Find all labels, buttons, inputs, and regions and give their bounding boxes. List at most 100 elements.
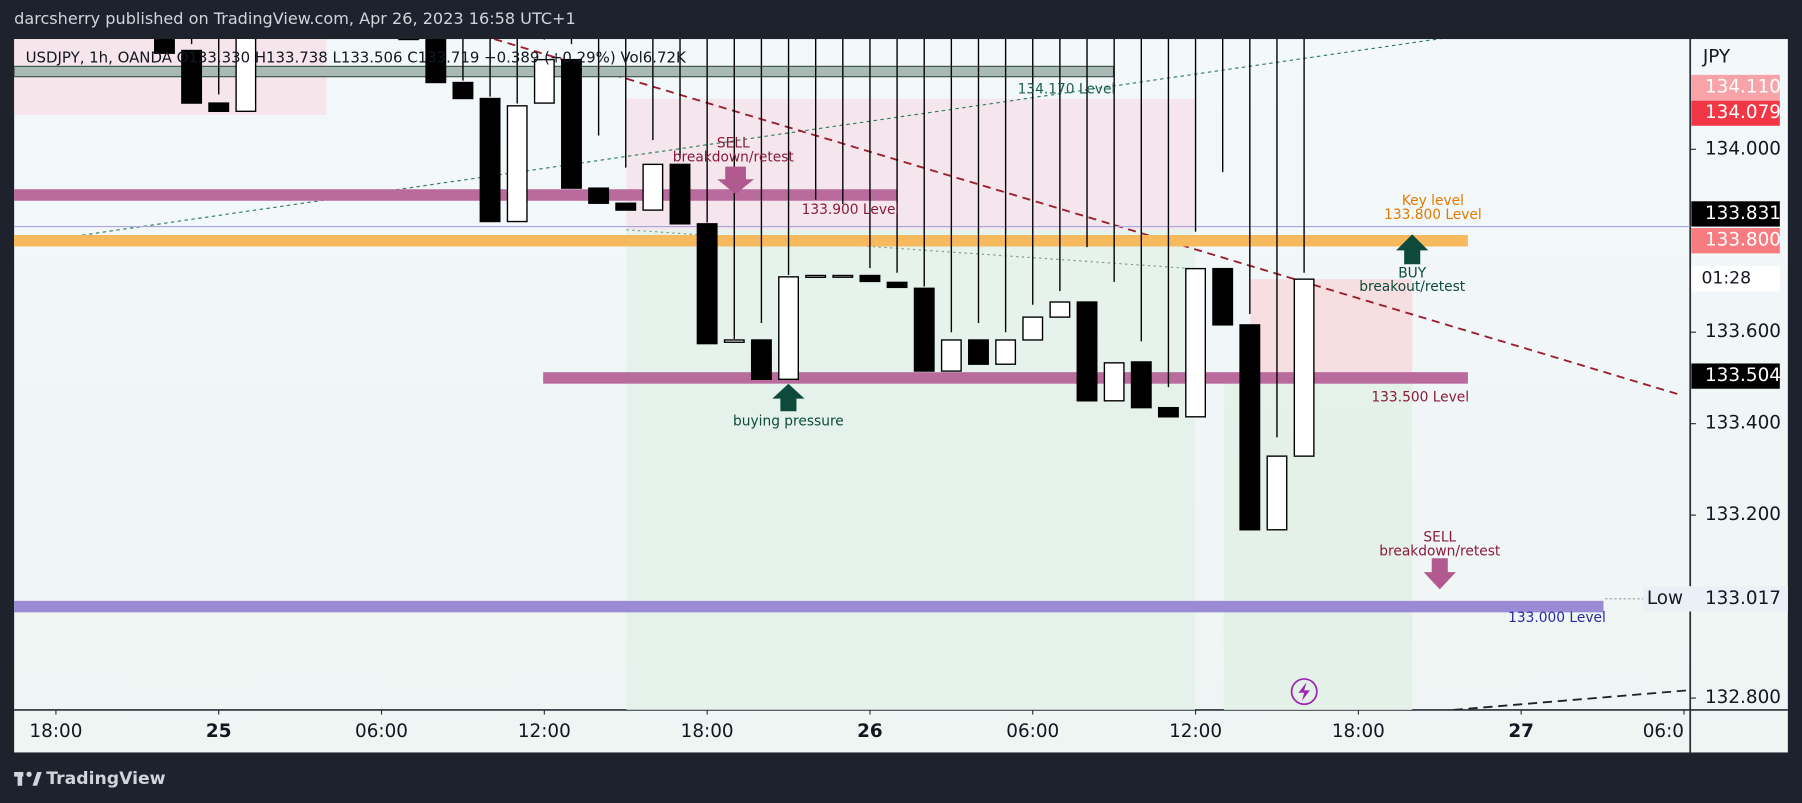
event-icon[interactable] [1290, 678, 1318, 706]
candle-body [832, 274, 854, 278]
arrow-down [717, 166, 754, 195]
x-tick-label: 18:00 [681, 721, 734, 742]
level-note: Key level [1402, 193, 1464, 209]
candle-body [968, 339, 989, 365]
candle-body [995, 339, 1017, 365]
price-tag [1691, 100, 1780, 126]
candle-body [181, 49, 203, 104]
annotation-text: buying pressure [733, 414, 844, 430]
candle-body [1049, 301, 1071, 318]
plot [14, 39, 1691, 613]
overlay: 134.170 Level 133.900 Level 133.800 LevelK… [673, 82, 1606, 706]
candle-body [479, 97, 501, 223]
logo-part [26, 771, 32, 777]
candle-body [669, 163, 691, 225]
level-band [14, 234, 1468, 247]
candle-body [696, 223, 718, 345]
price-tag-label: 134.110 [1705, 76, 1781, 97]
x-tick-label: 12:00 [518, 721, 571, 742]
price-tag [1691, 363, 1780, 389]
level-label: 133.500 Level [1371, 389, 1469, 405]
x-tick-label: 25 [206, 721, 232, 742]
price-tag [1691, 74, 1780, 101]
candle-body [778, 276, 800, 380]
annotation-title: SELL [717, 136, 750, 152]
level-band [14, 600, 1604, 613]
zone [626, 229, 1196, 710]
footer-brand: TradingView [46, 769, 165, 789]
level-band [14, 189, 897, 201]
x-tick-label: 18:00 [1332, 721, 1385, 742]
candle-body [805, 274, 827, 279]
candle-body [235, 39, 257, 113]
candle-body [452, 81, 474, 100]
price-tag-label: 133.800 [1705, 230, 1781, 251]
currency: JPY [1702, 46, 1731, 67]
x-tick-label: 18:00 [29, 721, 82, 742]
drawings [14, 39, 1687, 710]
candle-body [723, 339, 745, 343]
header: darcsherry published on TradingView.com,… [14, 9, 576, 28]
arrow-down [1423, 558, 1456, 590]
x-tick-label: 12:00 [1169, 721, 1222, 742]
level-label: 133.800 Level [1384, 207, 1482, 223]
candle-body [1130, 361, 1152, 409]
candle-body [750, 339, 772, 380]
y-tick-label: 133.400 [1705, 413, 1781, 434]
level-label: 133.000 Level [1508, 610, 1606, 626]
price-tag [1691, 228, 1780, 254]
event-icon-bolt [1298, 682, 1310, 701]
x-tick-label: 26 [857, 721, 883, 742]
price-tag-label: 133.831 [1705, 203, 1781, 224]
candle-body [1239, 324, 1261, 531]
annotation-text: breakdown/retest [673, 149, 795, 165]
countdown-box [1691, 266, 1780, 292]
candle-body [1076, 301, 1098, 402]
x-tick-label: 06:00 [355, 721, 408, 742]
x-tick-label: 06:0 [1643, 721, 1684, 742]
candle-body [940, 339, 962, 372]
price-tag-label: 133.504 [1705, 365, 1781, 386]
annotation-text: breakdown/retest [1379, 543, 1501, 559]
y-tick-label: 133.600 [1705, 321, 1781, 342]
legend: USDJPY, 1h, OANDA O133.330 H133.738 L133… [26, 49, 687, 67]
logo-part [17, 771, 23, 786]
trend-line [1453, 689, 1687, 710]
annotation-text: breakout/retest [1359, 279, 1466, 295]
candle-body [588, 187, 610, 204]
annotation-title: SELL [1423, 530, 1456, 546]
candle-body [208, 102, 230, 113]
candle-body [1103, 362, 1125, 402]
candle-body [561, 58, 582, 189]
candle-body [425, 39, 447, 84]
candle-body [1185, 267, 1207, 418]
level-band [543, 372, 1468, 384]
annotation-title: BUY [1398, 265, 1427, 281]
candle-body [859, 274, 881, 283]
arrow-up [1396, 234, 1429, 265]
candle-body [154, 39, 175, 54]
candle-body [1157, 406, 1179, 418]
logo-part [32, 771, 42, 786]
candle-body [642, 163, 664, 211]
arrow-up [772, 383, 805, 412]
candle-body [398, 39, 420, 41]
candle-body [1293, 278, 1315, 457]
low-box [1643, 586, 1788, 612]
y-tick-label: 132.800 [1705, 687, 1781, 708]
candle-body [1212, 267, 1234, 326]
level-label: 133.900 Level [802, 202, 900, 218]
candle-body [1266, 455, 1288, 531]
low-name: Low [1647, 588, 1683, 609]
y-tick-label: 133.200 [1705, 504, 1781, 525]
candle-body [886, 281, 908, 289]
price-tag-label: 134.079 [1705, 102, 1781, 123]
candle-body [913, 287, 935, 372]
x-tick-label: 06:00 [1006, 721, 1059, 742]
candle-body [506, 105, 528, 223]
candle-body [1022, 316, 1044, 341]
price-tag [1691, 201, 1780, 227]
x-tick-label: 27 [1508, 721, 1534, 742]
